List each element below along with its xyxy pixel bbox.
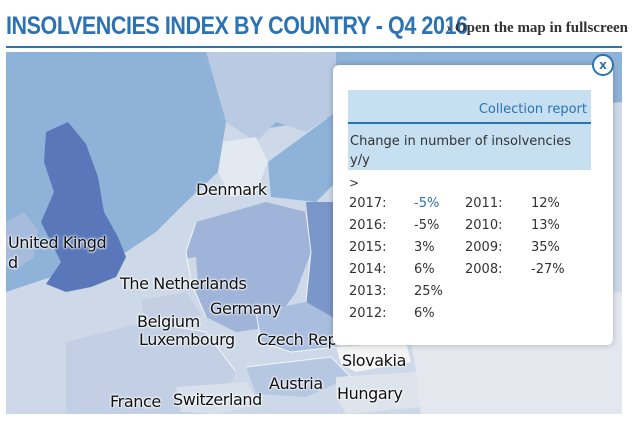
collection-report-link[interactable]: Collection report	[478, 102, 587, 117]
uk-shape	[41, 122, 126, 292]
year-value: 6%	[414, 262, 435, 277]
year-label: 2009:	[465, 240, 503, 255]
year-value: 13%	[531, 218, 560, 233]
label-germany: Germany	[210, 299, 281, 318]
baltic-sea	[268, 112, 346, 202]
label-france: France	[110, 392, 161, 411]
header-divider	[6, 46, 622, 48]
label-switzerland: Switzerland	[173, 390, 262, 409]
scandinavia-shape	[206, 52, 336, 142]
year-value: 12%	[531, 196, 560, 211]
popup-header: Collection report Change in number of in…	[348, 90, 591, 170]
popup-heading: Change in number of insolvencies y/y	[350, 134, 572, 168]
label-united-kingdom: United Kingd	[8, 233, 107, 252]
germany-shape	[186, 202, 311, 332]
close-icon[interactable]: x	[592, 54, 614, 76]
label-hungary: Hungary	[337, 384, 403, 403]
year-label: 2014:	[349, 262, 387, 277]
year-label: 2016:	[349, 218, 387, 233]
year-label: 2017:	[349, 196, 387, 211]
denmark-shape	[218, 137, 268, 197]
chevron-right-icon: >	[349, 176, 360, 190]
label-netherlands: The Netherlands	[120, 274, 247, 293]
year-value: -5%	[414, 218, 440, 233]
year-value: -5%	[414, 196, 440, 211]
year-value: 3%	[414, 240, 435, 255]
austria-shape	[246, 357, 351, 397]
year-value: 25%	[414, 284, 443, 299]
open-fullscreen-link[interactable]: › Open the map in fullscreen	[446, 20, 628, 36]
year-label: 2011:	[465, 196, 503, 211]
country-borders	[145, 211, 352, 378]
year-label: 2013:	[349, 284, 387, 299]
year-value: 6%	[414, 306, 435, 321]
year-label: 2010:	[465, 218, 503, 233]
page-title: INSOLVENCIES INDEX BY COUNTRY - Q4 2016	[6, 12, 468, 40]
year-label: 2012:	[349, 306, 387, 321]
header: INSOLVENCIES INDEX BY COUNTRY - Q4 2016 …	[0, 0, 640, 50]
ireland-shape	[6, 212, 38, 270]
year-label: 2015:	[349, 240, 387, 255]
netherlands-shape	[164, 257, 198, 290]
belgium-shape	[141, 292, 201, 330]
label-belgium: Belgium	[137, 312, 200, 331]
switzerland-shape	[176, 382, 261, 414]
year-label: 2008:	[465, 262, 503, 277]
label-slovakia: Slovakia	[342, 351, 406, 370]
popup-divider	[348, 122, 591, 124]
label-luxembourg: Luxembourg	[139, 330, 235, 349]
label-denmark: Denmark	[196, 180, 267, 199]
year-value: -27%	[531, 262, 565, 277]
czech-shape	[256, 302, 341, 352]
label-austria: Austria	[269, 374, 323, 393]
label-czech-republic: Czech Repu	[257, 330, 347, 349]
year-value: 35%	[531, 240, 560, 255]
label-united-kingdom-wrap: d	[8, 253, 18, 272]
slovakia-shape	[336, 342, 411, 372]
hungary-shape	[336, 372, 421, 414]
